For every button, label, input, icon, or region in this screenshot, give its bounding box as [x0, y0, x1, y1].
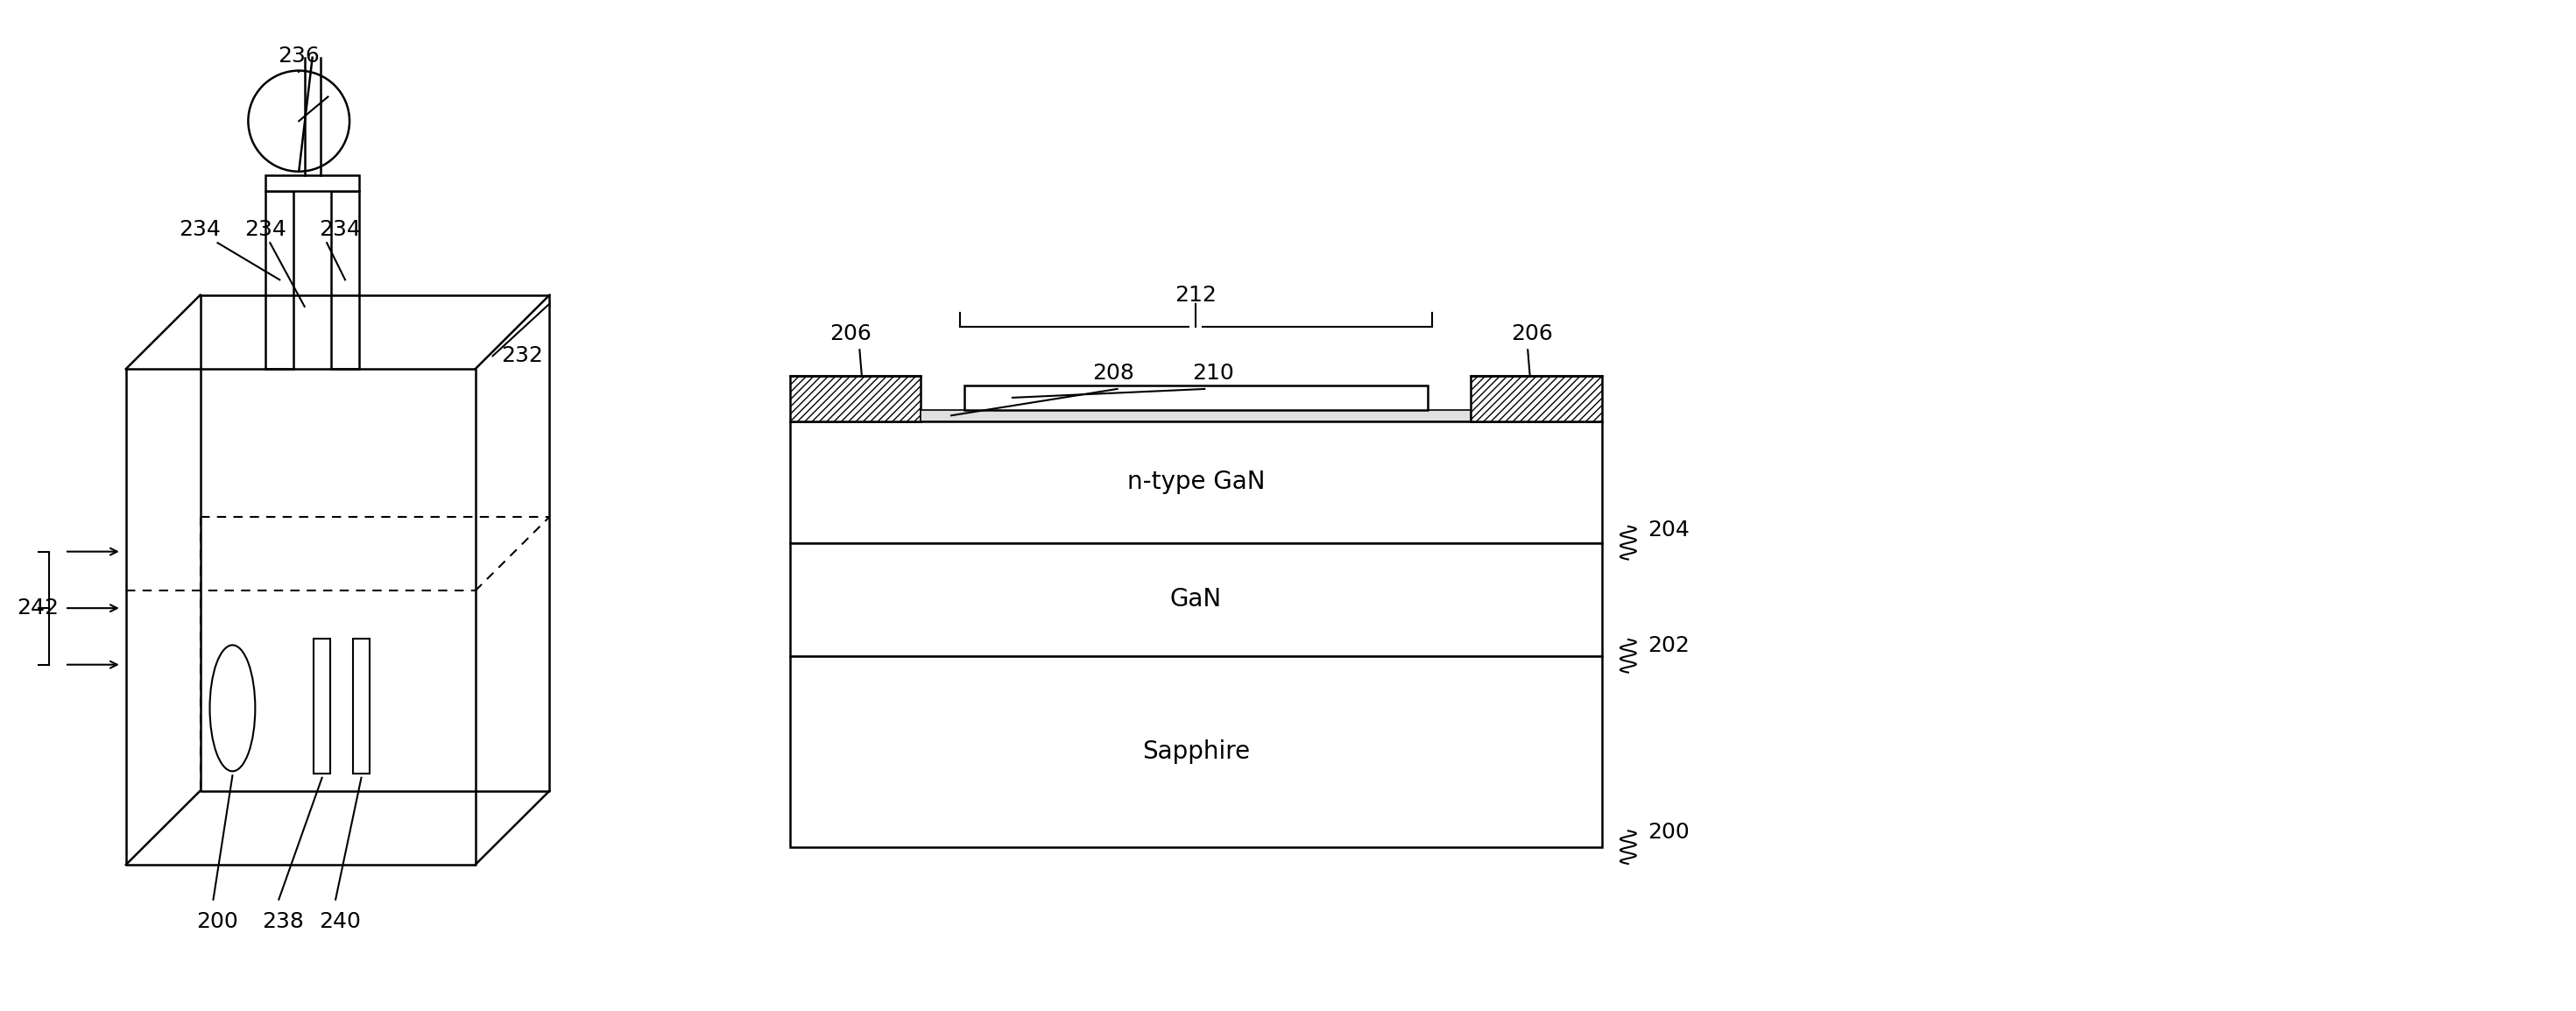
Text: 202: 202 — [1649, 635, 1690, 656]
Text: Sapphire: Sapphire — [1141, 739, 1249, 764]
Text: 234: 234 — [245, 219, 286, 241]
Text: 234: 234 — [180, 219, 222, 241]
Bar — [265, 175, 358, 191]
Text: 208: 208 — [1092, 363, 1133, 384]
Bar — [1471, 376, 1602, 422]
Text: 204: 204 — [1649, 520, 1690, 540]
Bar — [332, 191, 358, 369]
Bar — [791, 422, 1602, 543]
Text: 232: 232 — [502, 346, 544, 366]
Bar — [314, 639, 330, 773]
Text: 206: 206 — [829, 324, 871, 345]
Bar — [791, 543, 1602, 656]
Bar — [265, 191, 294, 369]
Bar — [791, 376, 920, 422]
Text: 238: 238 — [263, 911, 304, 932]
Text: 234: 234 — [319, 219, 361, 241]
Text: 200: 200 — [196, 911, 240, 932]
Text: 206: 206 — [1512, 324, 1553, 345]
Text: 200: 200 — [1649, 822, 1690, 843]
Text: GaN: GaN — [1170, 587, 1221, 612]
Text: 210: 210 — [1193, 363, 1234, 384]
Circle shape — [247, 71, 350, 172]
Bar — [791, 656, 1602, 847]
Bar — [963, 385, 1427, 409]
Text: 212: 212 — [1175, 284, 1216, 305]
Text: 242: 242 — [18, 598, 59, 619]
Bar — [920, 409, 1471, 422]
Bar — [353, 639, 368, 773]
Text: 236: 236 — [278, 45, 319, 67]
Text: 240: 240 — [319, 911, 361, 932]
Text: n-type GaN: n-type GaN — [1126, 470, 1265, 494]
